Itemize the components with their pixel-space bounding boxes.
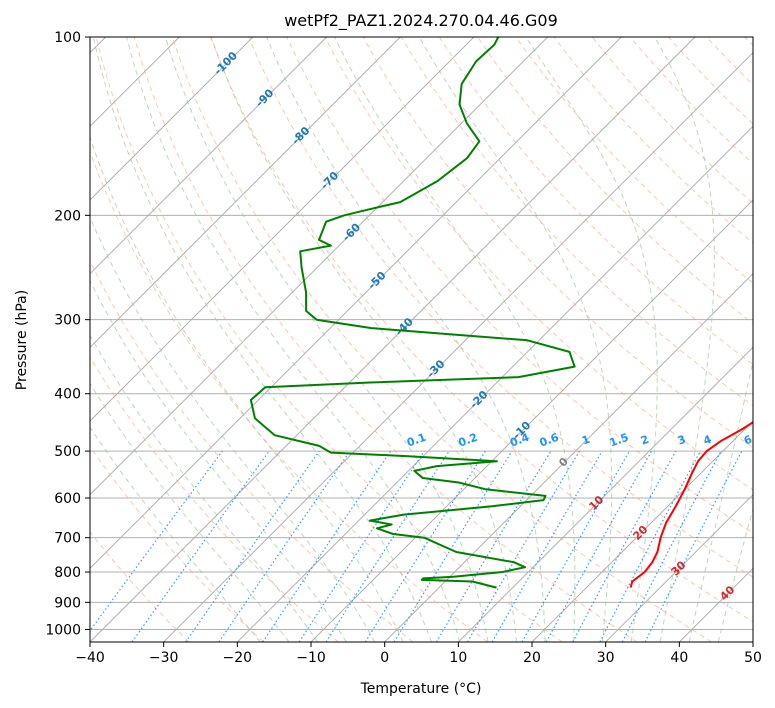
mixing-ratio-label: 0.4 [508,431,531,450]
moist-adiabat-line [90,334,319,642]
dry-adiabat-line [90,356,339,642]
isotherm-line [457,346,753,642]
moist-adiabat-line [164,37,489,642]
dry-adiabat-line [438,37,753,366]
x-tick-label: 30 [597,650,615,666]
isotherm-line [605,493,753,642]
moist-adiabat-line [90,382,290,642]
isotherm-line [531,420,753,642]
mixing-ratio-label: 0.1 [405,431,428,450]
y-tick-label: 200 [54,208,81,224]
mixing-ratio-label: 3 [676,433,688,448]
plot-frame [89,36,754,643]
mixing-ratio-line [545,450,653,642]
mixing-ratio-line [185,450,320,642]
x-axis-label: Temperature (°C) [360,681,482,697]
y-tick-label: 300 [54,313,81,329]
y-tick-label: 600 [54,491,81,507]
isotherm-line [236,125,753,642]
y-tick-label: 400 [54,387,81,403]
isotherm-line [90,37,549,496]
x-tick-label: −30 [149,650,179,666]
dewpoint-profile-line [249,37,576,589]
moist-adiabat-line [334,37,576,642]
moist-adiabat-line [126,37,461,642]
chart-title: wetPf2_PAZ1.2024.270.04.46.G09 [284,11,558,31]
x-tick-label: 10 [449,650,467,666]
moist-adiabat-line [266,37,546,642]
dry-adiabat-line [90,531,190,642]
mixing-ratio-line [131,450,270,642]
background-lines [90,37,753,642]
isotherm-line [384,272,753,642]
moist-adiabat-line [654,37,715,642]
isotherm-line [90,37,475,422]
mixing-ratio-label: 4 [702,433,714,448]
isotherm-line [90,37,622,570]
moist-adiabat-line [90,215,376,642]
profiles [249,37,753,589]
y-tick-label: 500 [54,444,81,460]
dry-adiabat-line [400,37,753,407]
x-tick-label: −20 [223,650,253,666]
mixing-ratio-line [521,450,631,642]
moist-adiabat-line [92,37,432,642]
mixing-ratio-line [90,450,223,632]
x-tick-label: −10 [296,650,326,666]
dry-adiabat-line [90,150,488,642]
x-tick-label: −40 [75,650,105,666]
axes: −40 −30 −20 −10 0 10 20 30 40 5010020030040050060… [45,30,762,666]
dry-adiabat-line [210,37,753,623]
moist-adiabat-line [210,37,517,642]
y-tick-label: 700 [54,531,81,547]
dry-adiabat-line [171,37,712,642]
mixing-ratio-line [393,450,513,642]
temperature-profile-line [629,421,753,588]
isotherm-line [90,37,328,275]
x-tick-label: 50 [744,650,762,666]
mixing-ratio-line [218,450,351,642]
y-axis-label: Pressure (hPa) [14,290,30,390]
dry-adiabat-line [248,37,753,578]
isotherm-line [163,51,753,642]
mixing-ratio-label: 1 [580,433,592,448]
mixing-ratio-label: 6 [742,433,754,448]
mixing-ratio-line [325,450,450,642]
mixing-ratio-line [572,450,677,642]
moist-adiabat-line [90,426,261,642]
y-tick-label: 1000 [45,622,81,638]
isotherm-line [90,37,696,642]
dry-adiabat-line [90,445,264,642]
isotherm-line [90,37,401,349]
moist-adiabat-line [418,37,613,642]
x-tick-label: 20 [523,650,541,666]
dry-adiabat-line [515,37,753,284]
mixing-ratio-label: 0.6 [538,431,561,450]
dry-adiabat-line [286,37,753,534]
mixing-ratio-line [644,450,743,642]
x-tick-label: 0 [380,650,389,666]
dry-adiabat-line [95,37,563,642]
moist-adiabat-line [525,37,658,642]
y-tick-label: 100 [54,30,81,46]
y-tick-label: 800 [54,565,81,581]
isotherm-line [90,37,254,201]
x-tick-label: 40 [670,650,688,666]
mixing-ratio-line [262,450,392,642]
moist-adiabat-line [90,135,404,642]
mixing-ratio-label: 0.2 [457,431,480,450]
mixing-ratio-line [298,450,425,642]
dry-adiabat-line [90,259,414,642]
y-tick-label: 900 [54,595,81,611]
mixing-ratio-label: 2 [639,433,651,448]
mixing-ratio-label: 1.5 [608,431,631,450]
